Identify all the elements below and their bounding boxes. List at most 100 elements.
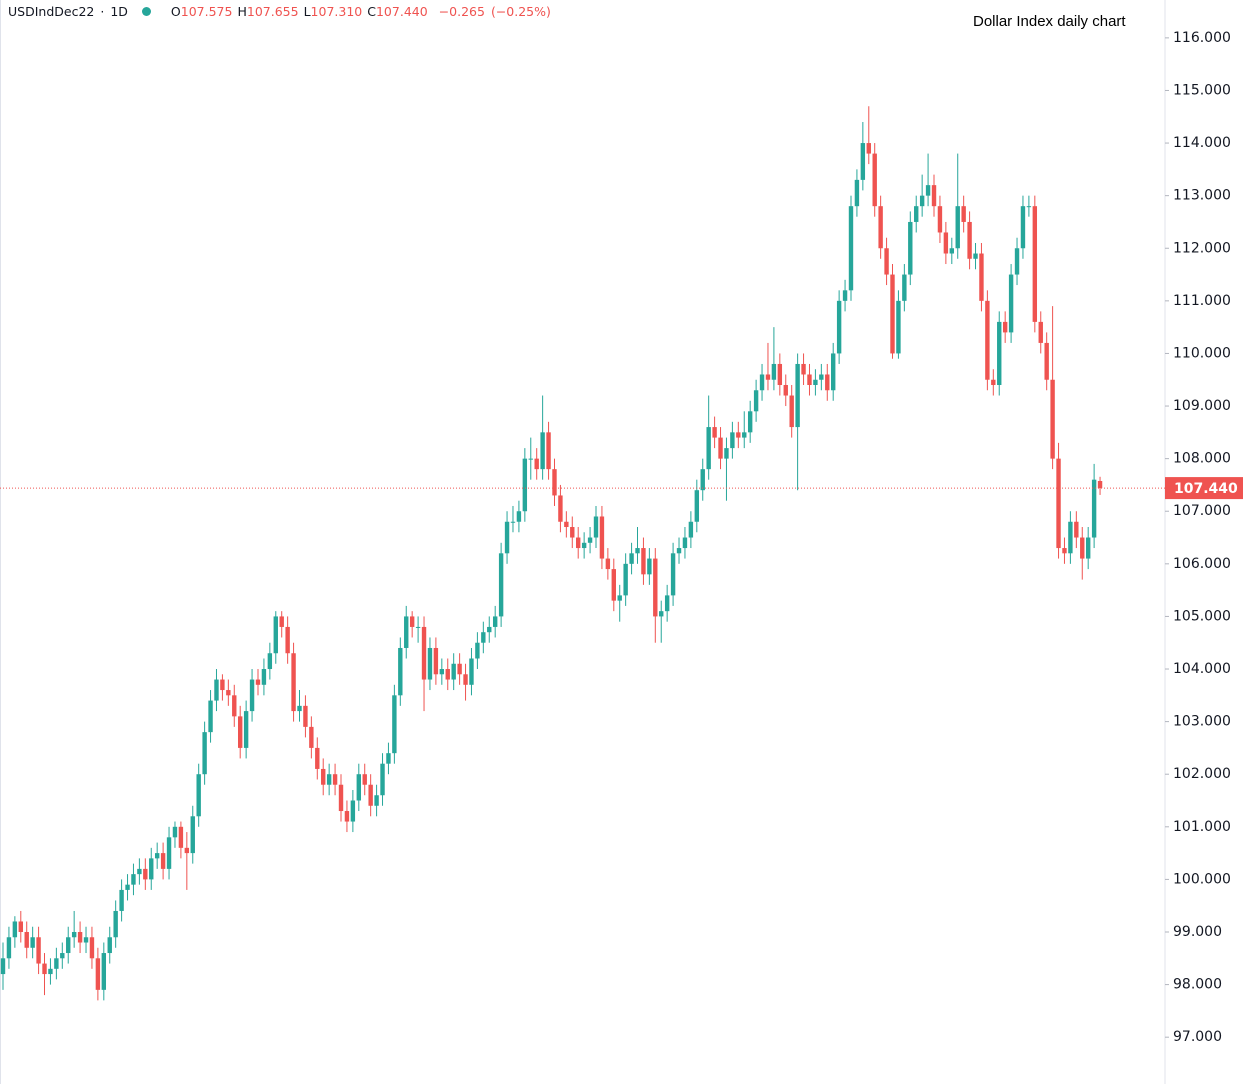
- legend-value: 107.440: [375, 4, 428, 19]
- legend-value: 107.310: [310, 4, 363, 19]
- candle-body: [670, 553, 676, 596]
- candle-body: [605, 558, 611, 570]
- candle-body: [967, 221, 972, 259]
- candle-body: [433, 647, 439, 675]
- candle-body: [1044, 342, 1049, 380]
- candle-body: [747, 411, 753, 433]
- candle-body: [498, 553, 504, 617]
- candle-body: [18, 921, 23, 932]
- candle-body: [866, 143, 871, 154]
- candle-body: [214, 679, 219, 701]
- candle-body: [190, 816, 195, 854]
- candle-body: [718, 437, 723, 459]
- candle-body: [546, 432, 551, 470]
- candle-body: [66, 937, 71, 954]
- candle-body: [1085, 537, 1091, 559]
- candle-body: [831, 353, 836, 391]
- candle-body: [392, 695, 397, 754]
- candle-body: [860, 143, 866, 180]
- candle-body: [706, 427, 711, 470]
- candle-body: [848, 206, 854, 291]
- candle-body: [196, 774, 201, 817]
- candle-body: [249, 679, 255, 712]
- candle-body: [184, 847, 190, 854]
- ohlc-legend: O107.575 H107.655 L107.310 C107.440: [171, 4, 433, 19]
- legend-key: C: [367, 4, 376, 19]
- candle-body: [688, 521, 694, 538]
- y-tick-label: 101.000: [1173, 819, 1231, 835]
- candle-body: [137, 868, 142, 875]
- candle-body: [42, 963, 47, 975]
- y-tick-label: 108.000: [1173, 451, 1231, 467]
- candle-body: [724, 448, 729, 459]
- candle-body: [226, 690, 231, 696]
- candle-body: [623, 563, 628, 596]
- candle-body: [854, 179, 860, 207]
- candle-body: [6, 937, 12, 959]
- candle-body: [0, 958, 6, 975]
- candle-body: [492, 616, 498, 627]
- candle-body: [516, 511, 522, 522]
- candle-body: [635, 548, 640, 554]
- candle-body: [1026, 206, 1032, 208]
- candle-body: [36, 937, 41, 964]
- y-tick-label: 103.000: [1173, 714, 1231, 730]
- y-tick-label: 111.000: [1173, 293, 1231, 309]
- candle-body: [682, 537, 688, 549]
- candle-body: [510, 521, 516, 523]
- candle-body: [368, 784, 373, 806]
- candle-body: [332, 774, 338, 785]
- candle-body: [540, 432, 545, 470]
- candle-body: [919, 195, 925, 207]
- candle-body: [273, 616, 278, 654]
- candle-body: [753, 390, 759, 412]
- candle-body: [937, 206, 943, 233]
- candle-body: [149, 858, 154, 880]
- y-tick-label: 110.000: [1173, 345, 1231, 361]
- candle-body: [576, 537, 581, 549]
- candle-body: [1080, 537, 1085, 559]
- candle-body: [380, 763, 385, 796]
- candle-body: [232, 695, 237, 717]
- candle-body: [143, 868, 148, 880]
- candle-body: [267, 653, 273, 670]
- candle-body: [154, 853, 160, 859]
- candle-body: [908, 221, 913, 275]
- candle-body: [95, 958, 101, 990]
- candle-body: [504, 521, 510, 554]
- candle-body: [101, 953, 107, 990]
- y-tick-label: 98.000: [1173, 977, 1222, 993]
- legend-value: 107.655: [246, 4, 299, 19]
- candle-body: [931, 185, 937, 207]
- candle-body: [475, 642, 480, 659]
- candle-body: [736, 432, 741, 438]
- candle-body: [765, 374, 771, 380]
- candle-body: [386, 753, 391, 764]
- candle-body: [759, 374, 765, 391]
- candle-body: [777, 363, 783, 386]
- candle-body: [463, 674, 468, 685]
- candle-body: [949, 248, 954, 254]
- candle-body: [119, 889, 124, 911]
- candle-body: [243, 711, 249, 748]
- last-price-tag: [1165, 477, 1243, 500]
- candle-body: [629, 553, 634, 564]
- y-tick-label: 105.000: [1173, 608, 1231, 624]
- candle-body: [914, 206, 919, 222]
- interval: 1D: [110, 4, 128, 19]
- y-tick-label: 100.000: [1173, 871, 1231, 887]
- candle-body: [297, 705, 302, 712]
- candle-body: [220, 679, 225, 691]
- candle-body: [469, 658, 474, 685]
- change: −0.265: [438, 4, 485, 19]
- candle-body: [1050, 379, 1055, 459]
- candle-body: [558, 495, 563, 522]
- y-tick-label: 113.000: [1173, 188, 1231, 204]
- candle-body: [160, 853, 166, 869]
- change-pct: (−0.25%): [490, 4, 551, 19]
- candle-body: [795, 363, 800, 428]
- candle-body: [279, 616, 284, 627]
- candle-body: [564, 521, 569, 528]
- candle-body: [350, 800, 356, 822]
